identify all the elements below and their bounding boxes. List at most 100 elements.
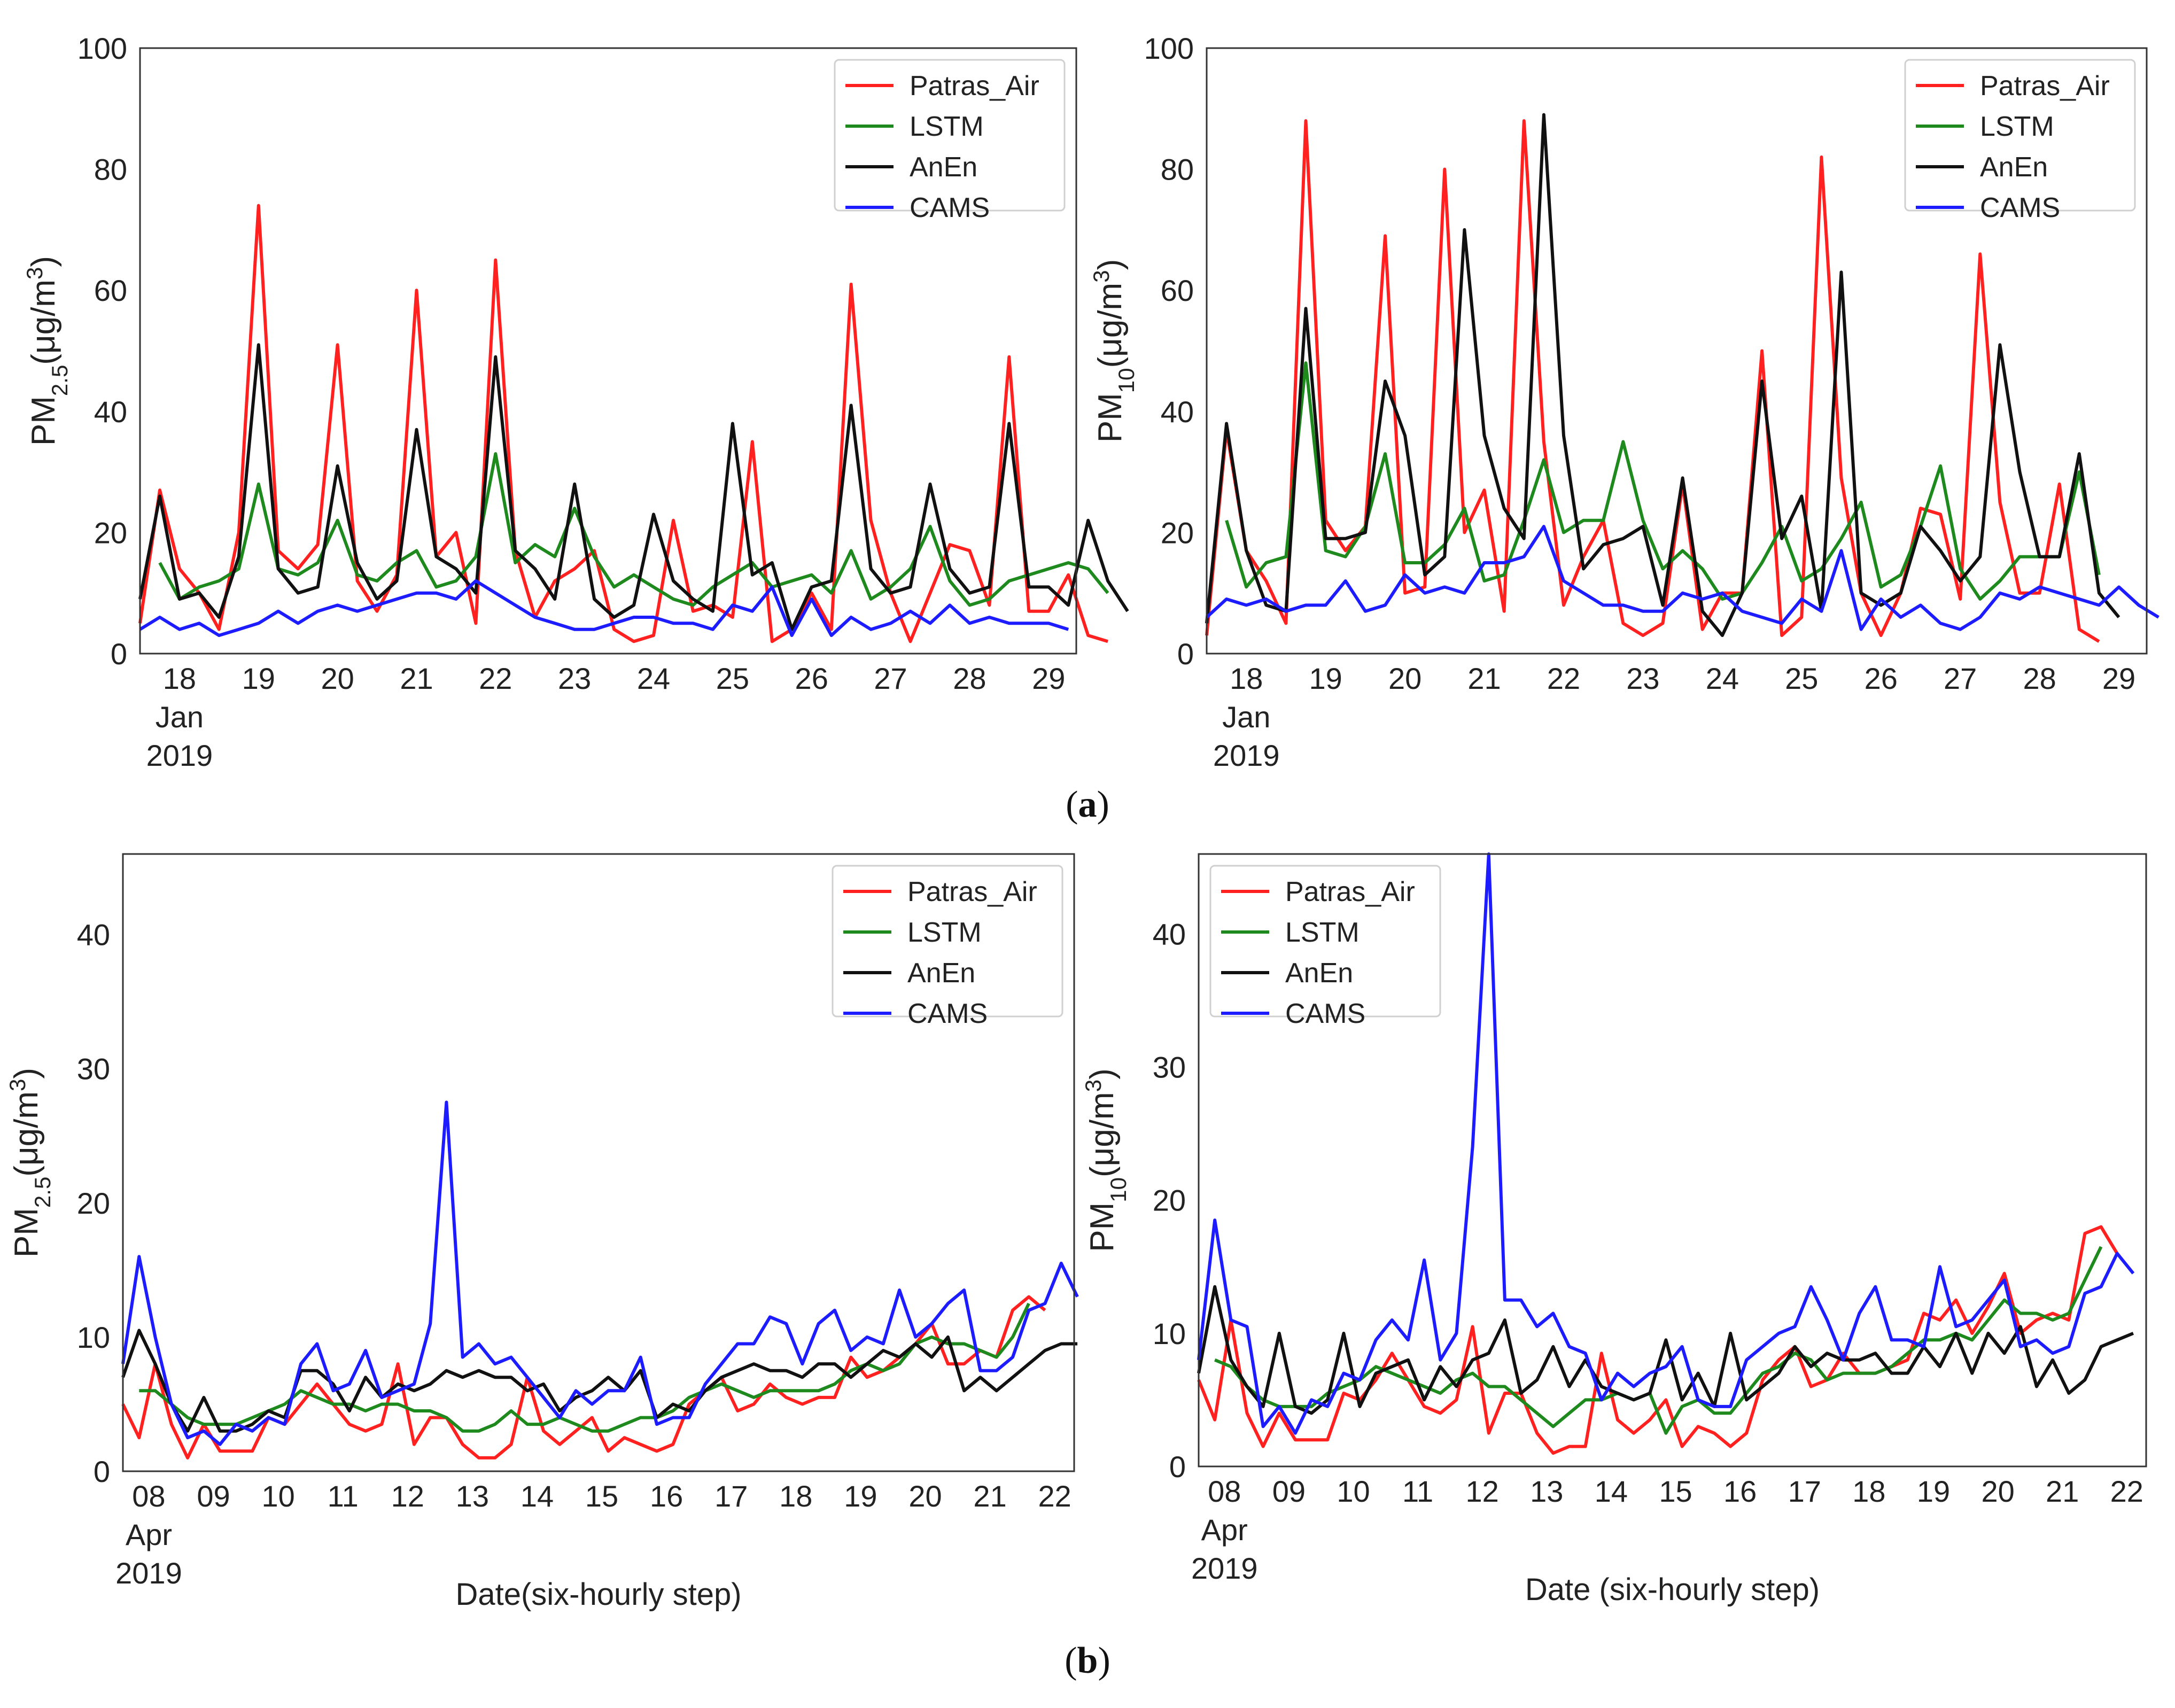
x-tick-label: 26 bbox=[1865, 662, 1898, 695]
x-tick-label: 17 bbox=[1788, 1474, 1821, 1508]
y-axis-title-unit: (μg/m bbox=[25, 280, 62, 365]
y-tick-label: 40 bbox=[94, 395, 127, 429]
series-line-lstm bbox=[139, 1302, 1030, 1433]
y-axis-title: PM2.5(μg/m3) bbox=[22, 256, 72, 446]
x-tick-label: 14 bbox=[521, 1479, 554, 1513]
y-tick-label: 0 bbox=[1177, 637, 1194, 671]
y-axis-title-main: PM bbox=[1084, 1202, 1121, 1252]
legend-label-lstm: LSTM bbox=[910, 111, 984, 142]
legend-box bbox=[1209, 865, 1441, 1018]
y-tick-label: 40 bbox=[77, 918, 110, 952]
x-year-label: 2019 bbox=[115, 1556, 182, 1590]
x-tick-label: 24 bbox=[637, 662, 670, 695]
plot-frame bbox=[1206, 47, 2148, 655]
x-tick-label: 20 bbox=[1981, 1474, 2014, 1508]
plot-frame bbox=[122, 853, 1075, 1472]
x-month-label: Apr bbox=[1201, 1513, 1248, 1547]
x-tick-label: 17 bbox=[714, 1479, 748, 1513]
x-tick-label: 19 bbox=[1309, 662, 1342, 695]
y-tick-label: 40 bbox=[1153, 917, 1186, 951]
x-tick-label: 09 bbox=[197, 1479, 230, 1513]
legend: Patras_Air LSTM AnEn CAMS bbox=[1209, 865, 1441, 1029]
legend: Patras_Air LSTM AnEn CAMS bbox=[1904, 59, 2136, 223]
x-tick-label: 18 bbox=[1230, 662, 1263, 695]
y-axis-title-sub: 10 bbox=[1106, 1177, 1131, 1202]
x-tick-label: 16 bbox=[1723, 1474, 1757, 1508]
series-line-cams bbox=[1205, 525, 2160, 631]
x-tick-label: 09 bbox=[1272, 1474, 1306, 1508]
x-axis-title: Date(six-hourly step) bbox=[455, 1577, 741, 1612]
series-line-anen bbox=[121, 1329, 1078, 1433]
legend: Patras_Air LSTM AnEn CAMS bbox=[832, 865, 1063, 1029]
x-tick-label: 20 bbox=[1388, 662, 1421, 695]
y-axis-title-sub: 2.5 bbox=[47, 365, 72, 396]
y-tick-label: 10 bbox=[77, 1321, 110, 1354]
legend-label-lstm: LSTM bbox=[1980, 111, 2054, 142]
x-tick-label: 18 bbox=[1852, 1474, 1885, 1508]
y-tick-label: 80 bbox=[1161, 153, 1194, 187]
y-axis-title: PM2.5(μg/m3) bbox=[5, 1068, 55, 1257]
x-tick-label: 12 bbox=[1466, 1474, 1499, 1508]
x-tick-label: 12 bbox=[391, 1479, 424, 1513]
x-tick-label: 08 bbox=[1208, 1474, 1241, 1508]
y-axis-title: PM10(μg/m3) bbox=[1089, 259, 1139, 442]
chart-b-pm10: 0 10 20 30 40 08 09 10 11 12 13 14 15 16 17 18 19 20 21 22 A… bbox=[1081, 852, 2147, 1607]
y-axis-title-sub: 10 bbox=[1114, 368, 1139, 393]
series-line-cams bbox=[121, 1100, 1079, 1446]
legend-label-patras-air: Patras_Air bbox=[1285, 876, 1415, 907]
panel-label-a: (a) bbox=[1066, 784, 1109, 825]
y-axis-title-close: ) bbox=[25, 256, 62, 267]
x-tick-label: 18 bbox=[779, 1479, 812, 1513]
x-month-label: Apr bbox=[126, 1518, 172, 1551]
x-tick-label: 22 bbox=[479, 662, 512, 695]
legend-label-lstm: LSTM bbox=[907, 917, 982, 948]
x-tick-label: 29 bbox=[2102, 662, 2135, 695]
x-axis-title: Date (six-hourly step) bbox=[1525, 1572, 1820, 1607]
x-tick-label: 22 bbox=[1038, 1479, 1071, 1513]
x-tick-label: 25 bbox=[716, 662, 749, 695]
x-tick-label: 23 bbox=[558, 662, 591, 695]
x-tick-label: 29 bbox=[1032, 662, 1065, 695]
x-tick-label: 23 bbox=[1626, 662, 1659, 695]
x-tick-label: 14 bbox=[1595, 1474, 1628, 1508]
y-tick-label: 60 bbox=[1161, 274, 1194, 307]
y-tick-label: 0 bbox=[111, 637, 127, 671]
legend-label-cams: CAMS bbox=[907, 998, 988, 1029]
x-tick-label: 19 bbox=[242, 662, 275, 695]
y-tick-label: 20 bbox=[1161, 516, 1194, 549]
series-line-lstm bbox=[1214, 1246, 2103, 1435]
x-tick-label: 25 bbox=[1785, 662, 1818, 695]
y-tick-label: 30 bbox=[1153, 1051, 1186, 1084]
panel-label-a-letter: a bbox=[1078, 784, 1097, 825]
x-tick-label: 24 bbox=[1706, 662, 1739, 695]
series-line-anen bbox=[1205, 113, 2120, 637]
legend-label-cams: CAMS bbox=[1980, 192, 2060, 223]
x-tick-label: 13 bbox=[456, 1479, 489, 1513]
x-tick-label: 16 bbox=[650, 1479, 683, 1513]
y-tick-label: 20 bbox=[1153, 1184, 1186, 1217]
legend-label-cams: CAMS bbox=[1285, 998, 1365, 1029]
x-tick-label: 27 bbox=[1944, 662, 1977, 695]
x-tick-label: 27 bbox=[874, 662, 907, 695]
x-tick-label: 19 bbox=[844, 1479, 877, 1513]
x-tick-label: 11 bbox=[1402, 1474, 1433, 1508]
x-year-label: 2019 bbox=[146, 739, 213, 772]
x-tick-label: 22 bbox=[1547, 662, 1580, 695]
legend-label-patras-air: Patras_Air bbox=[910, 71, 1039, 102]
y-tick-label: 40 bbox=[1161, 395, 1194, 429]
legend-label-anen: AnEn bbox=[1980, 152, 2048, 183]
series-line-anen bbox=[1197, 1285, 2134, 1415]
y-tick-label: 10 bbox=[1153, 1317, 1186, 1350]
x-tick-label: 21 bbox=[1467, 662, 1501, 695]
legend-box bbox=[832, 865, 1063, 1018]
series-line-patras-air bbox=[1205, 119, 2100, 643]
x-tick-label: 20 bbox=[321, 662, 354, 695]
x-tick-label: 28 bbox=[2023, 662, 2056, 695]
x-year-label: 2019 bbox=[1191, 1551, 1258, 1585]
x-tick-label: 13 bbox=[1530, 1474, 1563, 1508]
legend-label-anen: AnEn bbox=[910, 152, 977, 183]
legend-label-lstm: LSTM bbox=[1285, 917, 1360, 948]
chart-a-pm10: 0 20 40 60 80 100 18 19 20 21 22 23 24 25 26 27 28 29 Jan 2… bbox=[1089, 32, 2160, 772]
y-tick-label: 20 bbox=[94, 516, 127, 549]
